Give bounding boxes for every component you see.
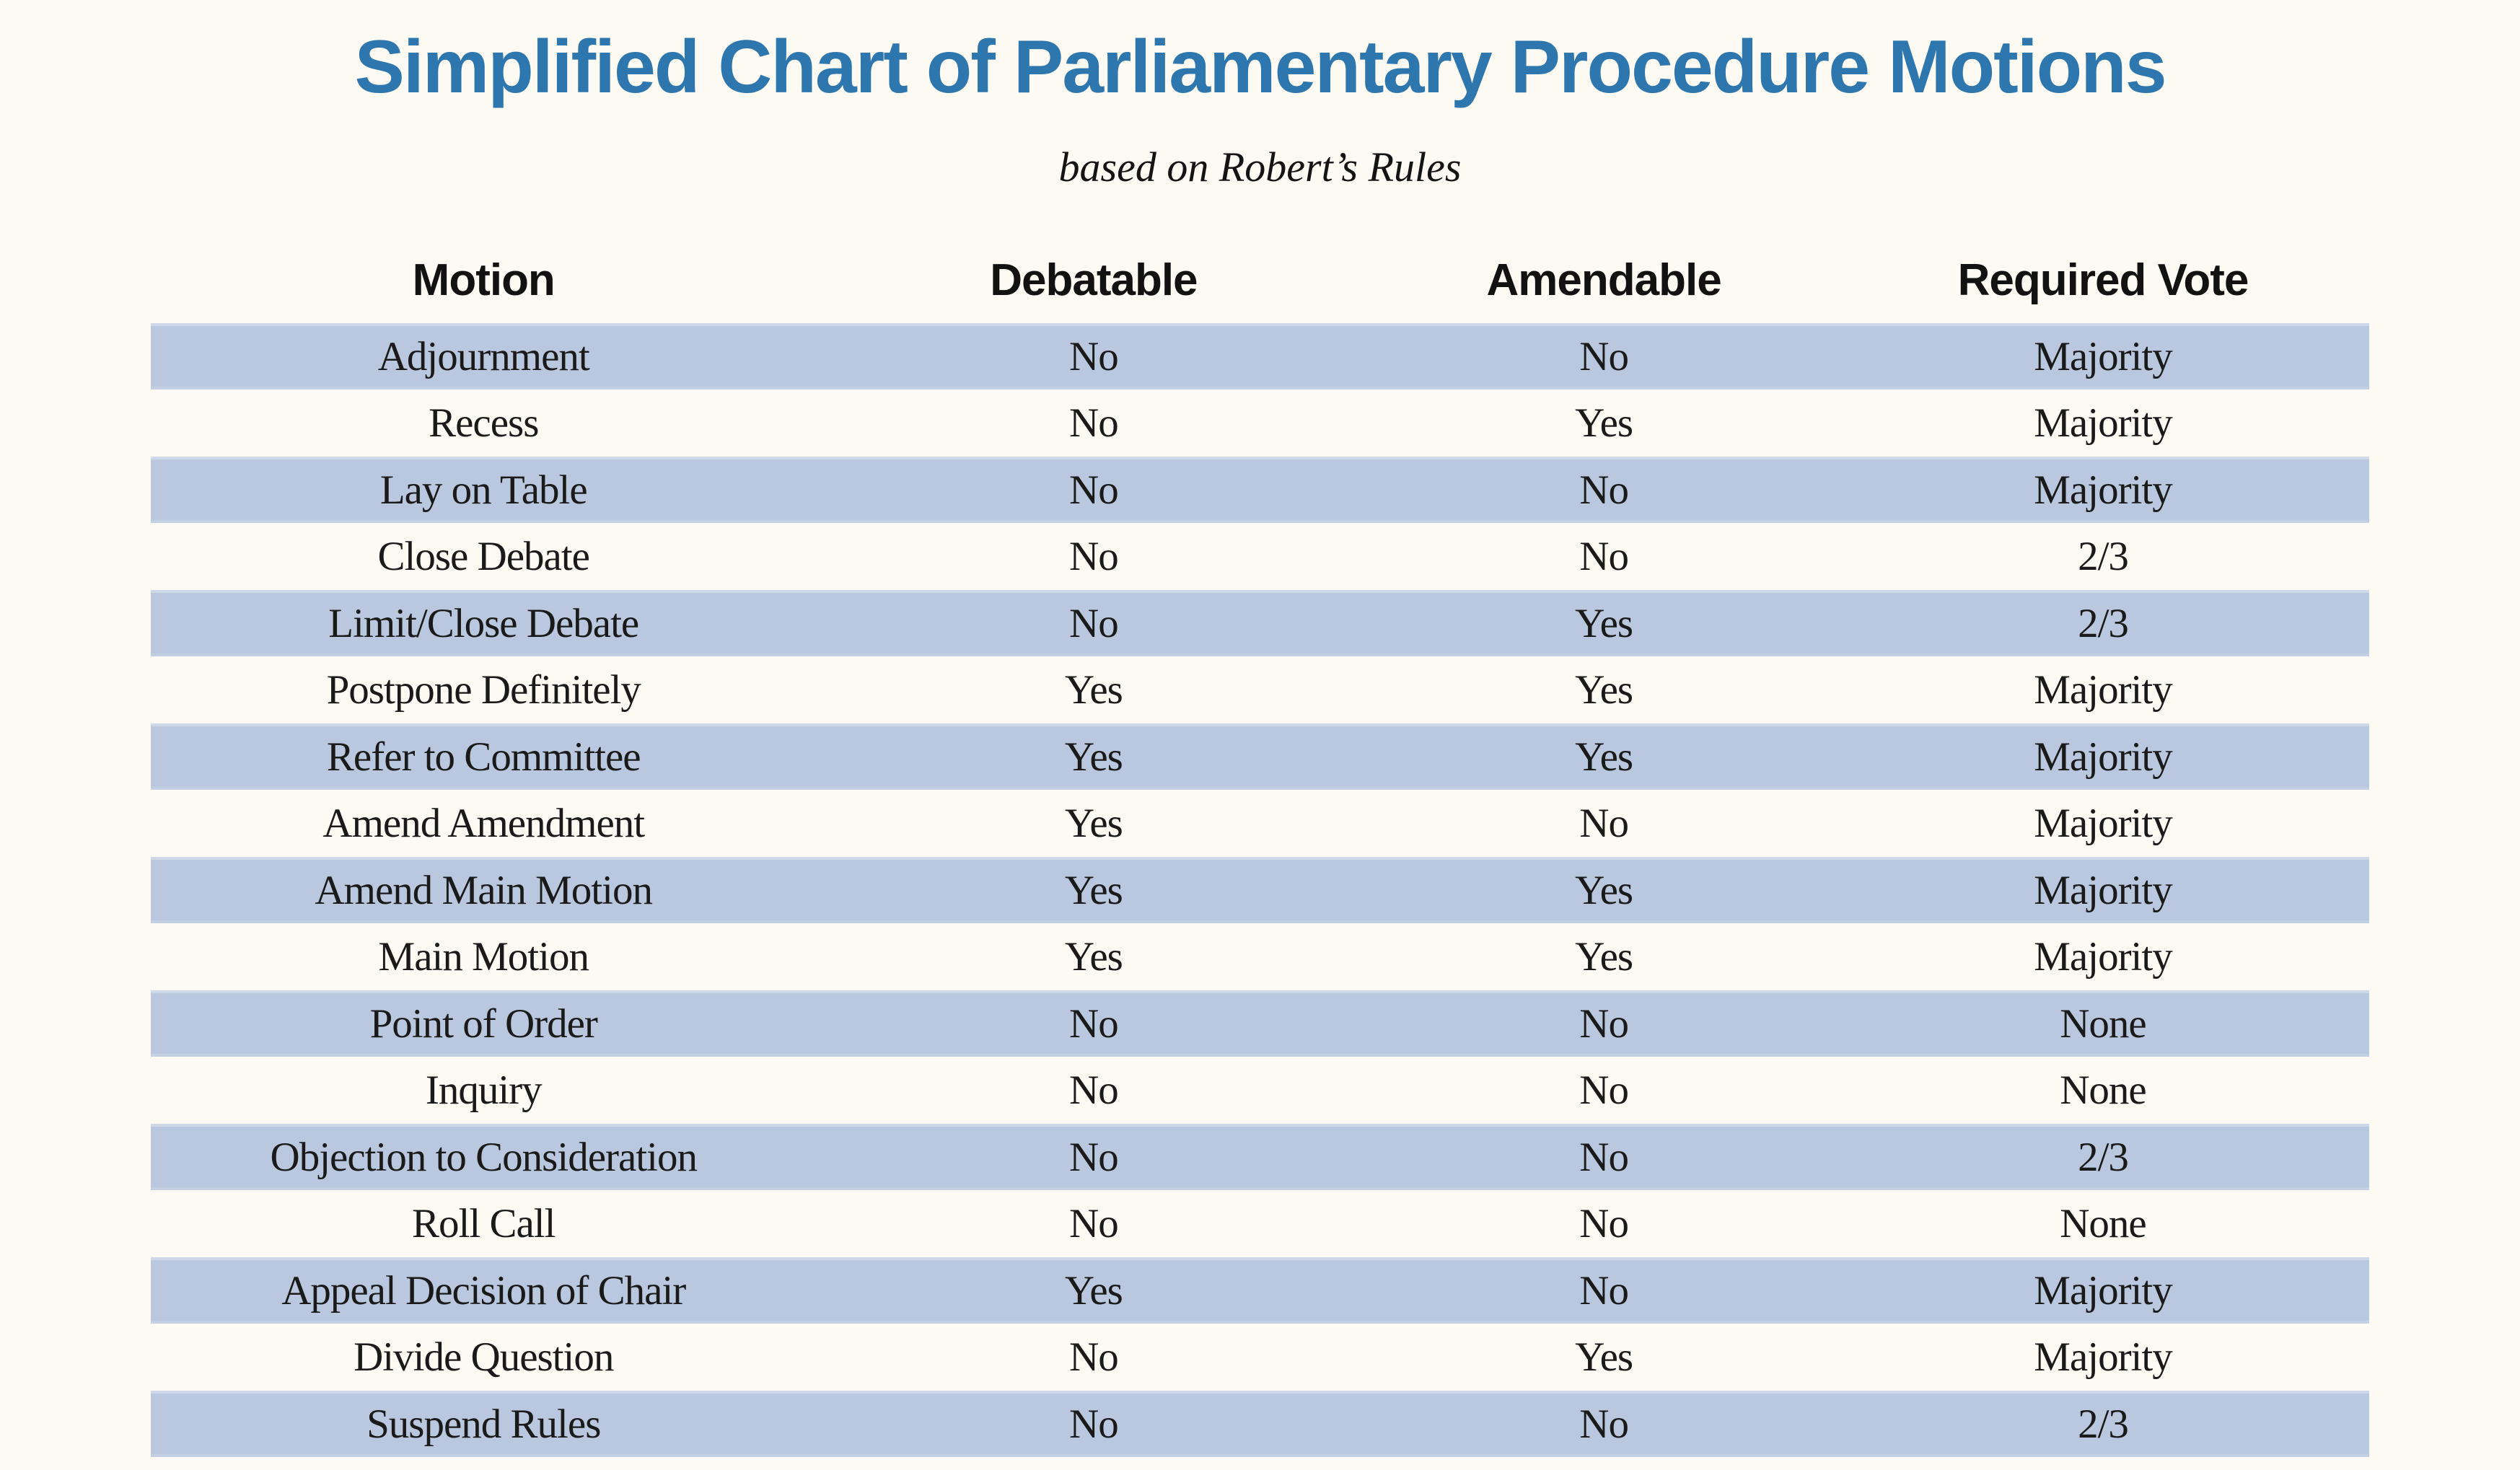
column-header-motion: Motion [412,255,556,305]
cell-motion: Recess [429,400,539,446]
cell-amendable: No [1579,1068,1629,1114]
cell-amendable: Yes [1575,934,1633,980]
row-amend-amendment: Amend Amendment Yes No Majority [151,790,2369,857]
cell-amendable: Yes [1575,667,1633,713]
cell-amendable: No [1371,1390,1837,1458]
row-main-motion: Main Motion Yes Yes Majority [151,923,2369,990]
table-body: Adjournment No No Majority Recess No Yes… [151,322,2369,1458]
cell-required-vote: Majority [1837,1256,2369,1324]
cell-motion: Adjournment [151,322,817,390]
cell-motion: Inquiry [425,1068,543,1114]
cell-amendable: No [1371,456,1837,524]
page-subtitle: based on Robert’s Rules [1058,144,1462,191]
cell-motion: Postpone Definitely [326,667,641,713]
cell-motion: Point of Order [151,990,817,1057]
cell-required-vote: 2/3 [1837,1123,2369,1191]
row-refer-to-committee: Refer to Committee Yes Yes Majority [151,723,2369,791]
cell-motion: Lay on Table [151,456,817,524]
motions-table: Motion Debatable Amendable Required Vote… [151,192,2369,1458]
cell-motion: Objection to Consideration [151,1123,817,1191]
cell-motion: Main Motion [378,934,589,980]
cell-required-vote: Majority [2034,801,2172,847]
row-suspend-rules: Suspend Rules No No 2/3 [151,1390,2369,1458]
cell-required-vote: Majority [1837,723,2369,791]
row-objection-to-consideration: Objection to Consideration No No 2/3 [151,1123,2369,1191]
header-row: Motion Debatable Amendable Required Vote [151,192,2369,323]
cell-debatable: Yes [816,1256,1371,1324]
cell-amendable: No [1579,801,1629,847]
cell-motion: Refer to Committee [151,723,817,791]
row-adjournment: Adjournment No No Majority [151,322,2369,390]
cell-debatable: No [1069,1201,1119,1247]
row-close-debate: Close Debate No No 2/3 [151,523,2369,590]
cell-amendable: No [1371,1256,1837,1324]
cell-motion: Limit/Close Debate [151,589,817,657]
cell-debatable: No [816,1390,1371,1458]
cell-debatable: No [816,456,1371,524]
cell-motion: Divide Question [354,1334,614,1381]
page-title: Simplified Chart of Parliamentary Proced… [354,25,2166,109]
cell-debatable: Yes [1064,667,1123,713]
cell-debatable: No [1069,534,1119,580]
cell-amendable: Yes [1371,723,1837,791]
row-point-of-order: Point of Order No No None [151,990,2369,1057]
row-inquiry: Inquiry No No None [151,1057,2369,1124]
cell-debatable: No [1069,1068,1119,1114]
cell-required-vote: None [1837,990,2369,1057]
cell-required-vote: None [2060,1201,2146,1247]
cell-motion: Roll Call [412,1201,556,1247]
cell-debatable: No [1069,1334,1119,1381]
cell-amendable: Yes [1575,1334,1633,1381]
cell-amendable: No [1579,534,1629,580]
cell-amendable: Yes [1371,589,1837,657]
row-recess: Recess No Yes Majority [151,389,2369,457]
row-limit-close-debate: Limit/Close Debate No Yes 2/3 [151,589,2369,657]
cell-debatable: No [816,589,1371,657]
cell-required-vote: Majority [1837,856,2369,924]
row-appeal-decision-of-chair: Appeal Decision of Chair Yes No Majority [151,1256,2369,1324]
cell-debatable: No [816,322,1371,390]
cell-amendable: No [1371,990,1837,1057]
cell-required-vote: 2/3 [2078,534,2129,580]
table-header: Motion Debatable Amendable Required Vote [151,192,2369,323]
cell-motion: Amend Amendment [322,801,645,847]
cell-required-vote: Majority [1837,456,2369,524]
cell-required-vote: None [2060,1068,2146,1114]
cell-debatable: Yes [1064,934,1123,980]
row-lay-on-table: Lay on Table No No Majority [151,456,2369,524]
cell-motion: Amend Main Motion [151,856,817,924]
cell-amendable: Yes [1371,856,1837,924]
cell-required-vote: Majority [2034,667,2172,713]
cell-amendable: No [1371,322,1837,390]
cell-debatable: Yes [1064,801,1123,847]
row-amend-main-motion: Amend Main Motion Yes Yes Majority [151,856,2369,924]
column-header-amendable: Amendable [1486,255,1722,305]
cell-required-vote: Majority [2034,400,2172,446]
cell-debatable: No [816,1123,1371,1191]
cell-motion: Suspend Rules [151,1390,817,1458]
cell-required-vote: Majority [2034,1334,2172,1381]
cell-amendable: No [1371,1123,1837,1191]
column-header-debatable: Debatable [990,255,1198,305]
cell-debatable: No [816,990,1371,1057]
cell-debatable: Yes [816,723,1371,791]
cell-required-vote: 2/3 [1837,589,2369,657]
row-postpone-definitely: Postpone Definitely Yes Yes Majority [151,656,2369,723]
cell-required-vote: 2/3 [1837,1390,2369,1458]
cell-amendable: No [1579,1201,1629,1247]
cell-motion: Close Debate [377,534,590,580]
cell-required-vote: Majority [1837,322,2369,390]
row-divide-question: Divide Question No Yes Majority [151,1324,2369,1391]
cell-debatable: No [1069,400,1119,446]
cell-debatable: Yes [816,856,1371,924]
column-header-required-vote: Required Vote [1957,255,2249,305]
cell-required-vote: Majority [2034,934,2172,980]
cell-motion: Appeal Decision of Chair [151,1256,817,1324]
row-roll-call: Roll Call No No None [151,1190,2369,1257]
cell-amendable: Yes [1575,400,1633,446]
